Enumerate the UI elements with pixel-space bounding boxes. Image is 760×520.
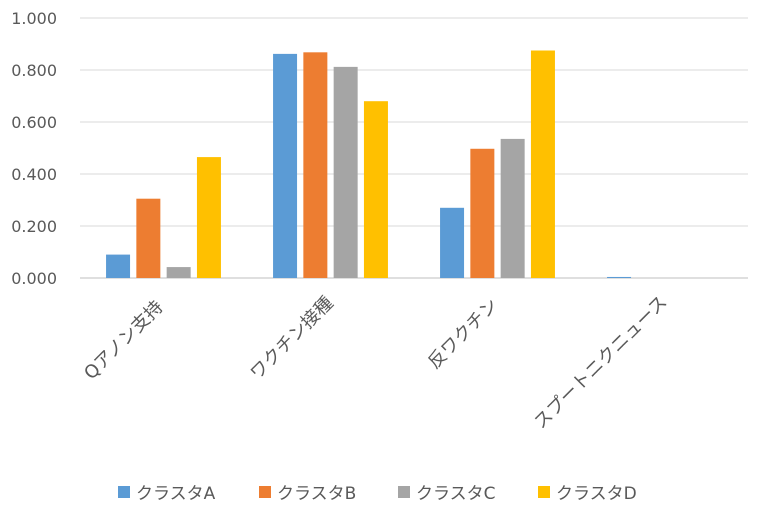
y-tick-label: 0.400 — [11, 165, 57, 184]
bar — [363, 101, 388, 278]
legend-label: クラスタD — [556, 484, 637, 504]
bar — [166, 267, 191, 278]
bar — [440, 207, 465, 278]
category-label: 反ワクチン — [424, 295, 502, 373]
category-label: ワクチン接種 — [246, 293, 337, 384]
bar — [273, 53, 298, 278]
legend-label: クラスタB — [277, 484, 356, 504]
bar — [530, 50, 555, 278]
gridlines — [80, 17, 748, 279]
bar — [470, 148, 495, 278]
legend: クラスタA クラスタB クラスタC クラスタD — [118, 484, 637, 504]
bar — [607, 276, 632, 278]
category-label: スプートニクニュース — [530, 292, 671, 433]
legend-swatch — [259, 486, 271, 498]
bar — [196, 157, 221, 278]
bar — [106, 254, 131, 278]
legend-swatch — [118, 486, 130, 498]
bar — [333, 66, 358, 278]
y-axis-tick-labels: 0.000 0.200 0.400 0.600 0.800 1.000 — [11, 9, 57, 288]
bar — [136, 198, 161, 278]
legend-label: クラスタC — [416, 484, 496, 504]
y-tick-label: 0.000 — [11, 269, 57, 288]
bars — [106, 50, 632, 278]
bar — [303, 52, 328, 278]
y-tick-label: 1.000 — [11, 9, 57, 28]
y-tick-label: 0.600 — [11, 113, 57, 132]
legend-swatch — [398, 486, 410, 498]
legend-swatch — [538, 486, 550, 498]
y-tick-label: 0.800 — [11, 61, 57, 80]
bar — [500, 138, 525, 278]
y-tick-label: 0.200 — [11, 217, 57, 236]
category-labels: Qアノン支持 ワクチン接種 反ワクチン スプートニクニュース — [80, 292, 671, 433]
legend-label: クラスタA — [136, 484, 216, 504]
category-label: Qアノン支持 — [80, 297, 167, 384]
